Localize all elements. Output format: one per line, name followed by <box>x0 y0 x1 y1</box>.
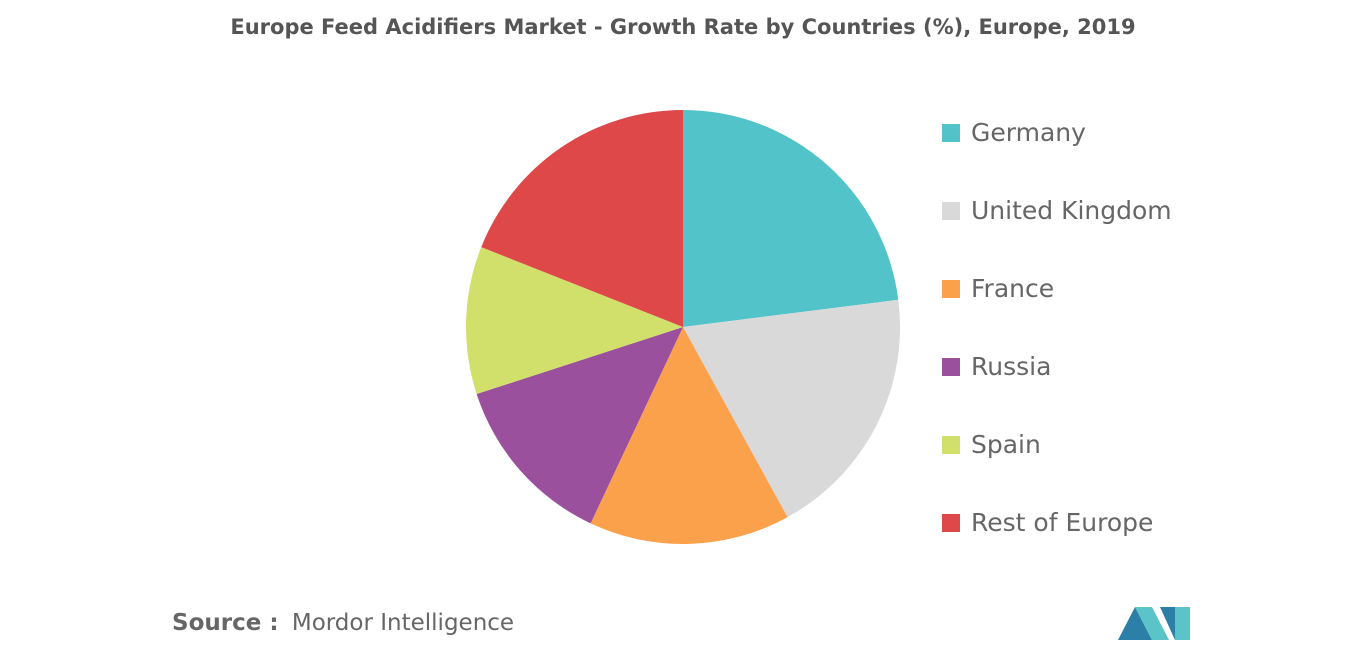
legend-label: United Kingdom <box>971 196 1172 225</box>
legend-swatch <box>942 202 960 220</box>
pie-slice <box>476 327 683 524</box>
legend: Germany United Kingdom France Russia Spain Re… <box>942 118 1172 537</box>
legend-swatch <box>942 358 960 376</box>
source: Source : Mordor Intelligence <box>172 610 514 636</box>
source-label: Source : <box>172 610 279 636</box>
logo <box>1118 607 1190 640</box>
legend-label: Germany <box>971 118 1086 147</box>
legend-swatch <box>942 280 960 298</box>
legend-label: Spain <box>971 430 1041 459</box>
pie-slice <box>683 110 899 327</box>
pie <box>466 110 900 544</box>
pie-slice <box>683 299 900 518</box>
legend-swatch <box>942 124 960 142</box>
legend-swatch <box>942 514 960 532</box>
source-text: Mordor Intelligence <box>292 610 514 636</box>
legend-label: Rest of Europe <box>971 508 1153 537</box>
pie-slice <box>590 327 788 544</box>
pie-slice <box>466 247 683 395</box>
pie-slice <box>481 110 683 327</box>
chart-title: Europe Feed Acidifiers Market - Growth R… <box>230 15 1135 39</box>
legend-label: France <box>971 274 1054 303</box>
legend-swatch <box>942 436 960 454</box>
legend-label: Russia <box>971 352 1051 381</box>
